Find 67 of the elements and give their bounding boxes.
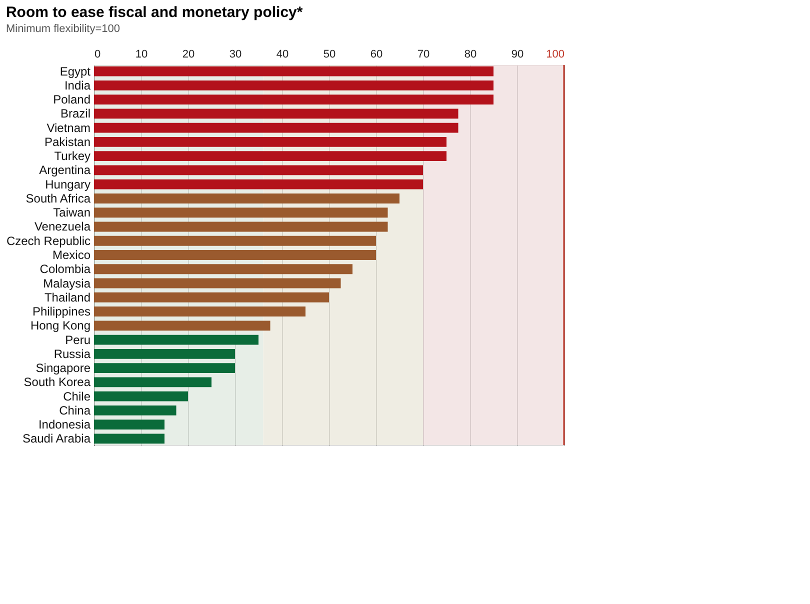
y-tick-label: Peru <box>65 332 90 347</box>
bar <box>94 391 188 402</box>
bar <box>94 363 235 373</box>
bar <box>94 208 388 218</box>
x-tick-label: 0 <box>94 48 101 60</box>
bar <box>94 151 446 162</box>
bar <box>94 165 423 176</box>
bar <box>94 264 352 274</box>
y-tick-label: Vietnam <box>46 120 90 135</box>
y-tick-label: Poland <box>53 92 90 107</box>
bar <box>94 348 235 359</box>
y-tick-label: Czech Republic <box>6 234 90 248</box>
bar <box>94 250 376 260</box>
y-tick-label: Hungary <box>45 177 90 192</box>
x-tick-label: 50 <box>323 48 336 60</box>
x-tick-label: 60 <box>370 48 383 60</box>
bar <box>94 222 388 232</box>
y-tick-label: Egypt <box>60 64 92 78</box>
bar <box>94 236 376 246</box>
x-tick-label: 40 <box>276 48 289 60</box>
x-tick-label: 10 <box>135 48 148 60</box>
chart-subtitle: Minimum flexibility=100 <box>6 23 120 35</box>
y-tick-label: Hong Kong <box>30 318 90 333</box>
y-tick-label: Singapore <box>36 361 91 376</box>
x-tick-label: 100 <box>546 48 564 60</box>
y-tick-label: China <box>59 403 91 418</box>
y-tick-label: Mexico <box>52 248 91 262</box>
bar <box>94 306 306 316</box>
x-tick-label: 70 <box>417 48 430 60</box>
bar <box>94 320 270 331</box>
y-tick-label: Brazil <box>60 106 90 121</box>
y-tick-label: Indonesia <box>38 418 91 432</box>
bar <box>94 420 164 430</box>
y-tick-label: Venezuela <box>34 220 91 234</box>
bar <box>94 94 494 105</box>
y-tick-label: India <box>64 78 91 92</box>
bar <box>94 137 446 147</box>
x-tick-label: 20 <box>182 48 195 60</box>
x-tick-label: 30 <box>229 48 242 60</box>
x-tick-label: 80 <box>464 48 477 60</box>
y-tick-label: Philippines <box>32 304 90 319</box>
bar <box>94 108 458 119</box>
y-tick-label: Taiwan <box>53 206 90 220</box>
y-tick-label: Colombia <box>40 262 91 276</box>
y-tick-label: Chile <box>63 389 91 404</box>
y-tick-label: South Africa <box>26 191 91 206</box>
y-tick-label: Saudi Arabia <box>22 432 91 446</box>
bar <box>94 334 258 345</box>
chart-title: Room to ease fiscal and monetary policy* <box>6 4 303 21</box>
bar <box>94 292 329 302</box>
bar <box>94 278 341 288</box>
bar <box>94 434 164 444</box>
y-tick-label: Pakistan <box>44 134 90 149</box>
x-tick-label: 90 <box>511 48 524 60</box>
bar <box>94 66 494 76</box>
y-tick-label: Thailand <box>44 290 90 304</box>
y-tick-label: Argentina <box>39 163 91 178</box>
y-tick-label: Malaysia <box>43 276 91 290</box>
y-tick-label: Turkey <box>54 149 90 164</box>
y-tick-label: South Korea <box>24 375 91 390</box>
bar <box>94 194 400 204</box>
bar <box>94 377 212 388</box>
y-tick-label: Russia <box>54 346 91 361</box>
bar <box>94 122 458 133</box>
bar <box>94 405 176 416</box>
bar <box>94 80 494 90</box>
bar <box>94 179 423 190</box>
